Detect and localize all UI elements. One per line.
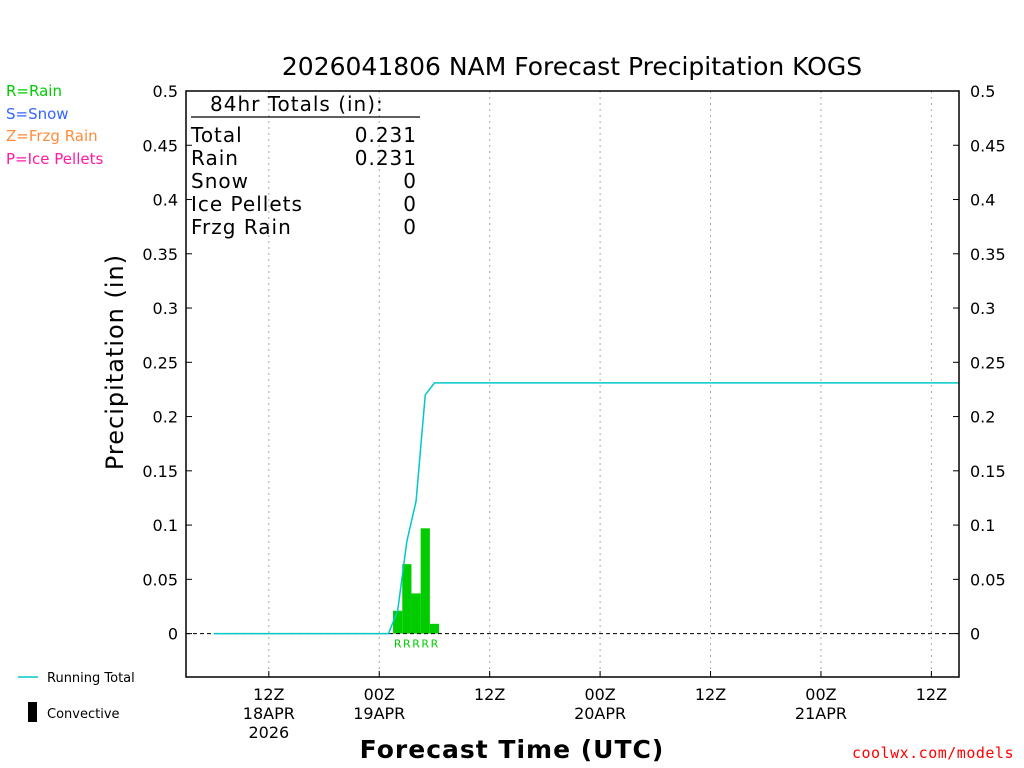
precip-type-legend: R=Rain S=Snow Z=Frzg Rain P=Ice Pellets [6, 80, 103, 170]
x-tick-label: 12Z [253, 685, 284, 704]
x-tick-label: 00Z [805, 685, 836, 704]
totals-row-label: Snow [191, 169, 249, 193]
totals-row-value: 0.231 [355, 146, 417, 170]
precip-bar [411, 593, 421, 634]
y-axis-label: Precipitation (in) [101, 254, 129, 470]
y-tick-label-right: 0.1 [970, 516, 995, 535]
running-total-label: Running Total [47, 671, 135, 686]
x-tick-label: 00Z [364, 685, 395, 704]
bottom-legend-convective: Convective [28, 702, 120, 722]
y-tick-label-left: 0.5 [153, 82, 178, 101]
y-tick-label-right: 0 [970, 625, 980, 644]
y-tick-label-right: 0.5 [970, 82, 995, 101]
y-tick-label-right: 0.15 [970, 462, 1006, 481]
running-total-layer [213, 382, 959, 635]
plot-border [185, 90, 960, 678]
y-tick-label-right: 0.35 [970, 245, 1006, 264]
y-tick-label-left: 0.15 [142, 462, 178, 481]
y-tick-label-right: 0.2 [970, 408, 995, 427]
type-legend-item: R=Rain [6, 82, 62, 100]
x-tick-label: 12Z [695, 685, 726, 704]
y-tick-label-left: 0.25 [142, 353, 178, 372]
x-tick-date: 21APR [795, 704, 847, 723]
grid-lines [268, 91, 932, 677]
precip-bar [420, 528, 430, 634]
y-tick-label-left: 0.1 [153, 516, 178, 535]
bottom-legend-running-total: Running Total [18, 671, 135, 686]
totals-header: 84hr Totals (in): [210, 92, 384, 116]
totals-row-label: Ice Pellets [191, 192, 303, 216]
precip-type-label: R [412, 638, 420, 651]
x-tick-label: 00Z [584, 685, 615, 704]
y-axis-right-ticks: 0 0.05 0.1 0.15 0.2 0.25 0.3 0.35 0.4 0.45 0.5 [953, 82, 1006, 644]
y-tick-label-left: 0.45 [142, 136, 178, 155]
y-tick-label-left: 0.35 [142, 245, 178, 264]
precip-bar [393, 610, 403, 634]
precip-type-label: R [421, 638, 429, 651]
totals-box: 84hr Totals (in): Total 0.231 Rain 0.231 Sno… [190, 92, 420, 239]
y-tick-label-left: 0 [168, 625, 178, 644]
totals-row-label: Total [190, 123, 243, 147]
running-total-line [213, 382, 959, 635]
x-tick-label: 12Z [916, 685, 947, 704]
y-tick-label-left: 0.4 [153, 191, 178, 210]
x-tick-label: 12Z [474, 685, 505, 704]
y-tick-label-right: 0.3 [970, 299, 995, 318]
convective-swatch [28, 702, 37, 722]
y-tick-label-left: 0.05 [142, 570, 178, 589]
x-tick-year: 2026 [248, 723, 289, 742]
convective-label: Convective [47, 707, 120, 722]
y-tick-label-left: 0.3 [153, 299, 178, 318]
precip-type-label: R [403, 638, 411, 651]
y-tick-label-right: 0.25 [970, 353, 1006, 372]
totals-row-value: 0 [403, 215, 417, 239]
totals-row-label: Rain [191, 146, 239, 170]
y-tick-label-left: 0.2 [153, 408, 178, 427]
y-tick-label-right: 0.4 [970, 191, 995, 210]
y-tick-label-right: 0.05 [970, 570, 1006, 589]
x-tick-date: 20APR [574, 704, 626, 723]
precip-bar [429, 623, 440, 634]
type-legend-item: Z=Frzg Rain [6, 127, 98, 145]
x-tick-date: 19APR [353, 704, 405, 723]
y-axis-left-ticks: 0 0.05 0.1 0.15 0.2 0.25 0.3 0.35 0.4 0.45 0.5 [142, 82, 192, 644]
totals-row-label: Frzg Rain [191, 215, 292, 239]
x-tick-date: 18APR [243, 704, 295, 723]
y-tick-label-right: 0.45 [970, 136, 1006, 155]
watermark: coolwx.com/models [851, 744, 1014, 762]
type-legend-item: S=Snow [6, 104, 69, 123]
precip-bar [402, 564, 412, 634]
type-legend-item: P=Ice Pellets [6, 149, 104, 168]
plot-frame [185, 90, 960, 678]
chart-title: 2026041806 NAM Forecast Precipitation KO… [282, 52, 862, 81]
x-axis-label: Forecast Time (UTC) [360, 735, 665, 764]
totals-row-value: 0 [403, 169, 417, 193]
precip-type-label: R [431, 638, 439, 651]
totals-row-value: 0 [403, 192, 417, 216]
totals-row-value: 0.231 [355, 123, 417, 147]
precip-type-label: R [394, 638, 402, 651]
